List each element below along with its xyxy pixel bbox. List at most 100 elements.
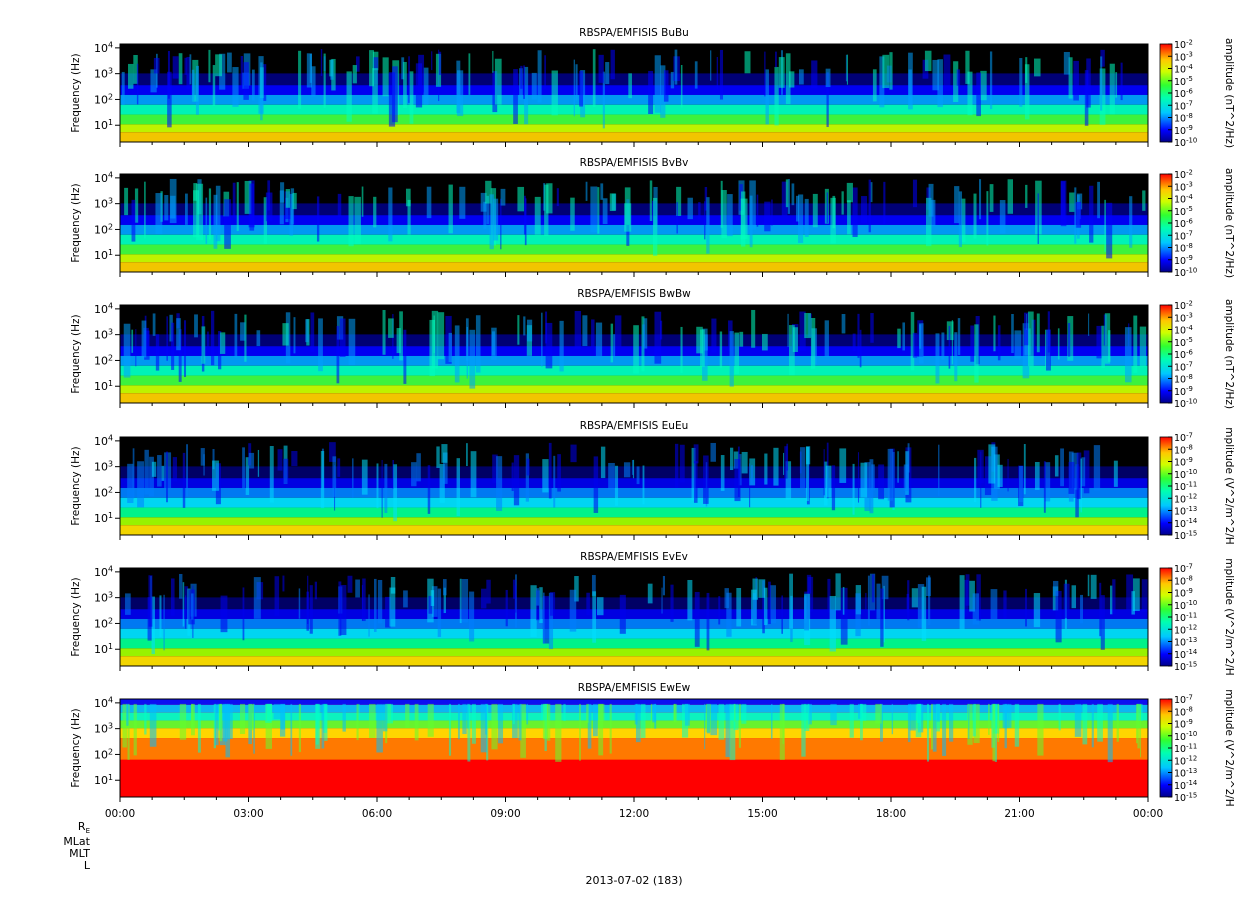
colorbar-tick-label: 10-15: [1174, 660, 1197, 673]
colorbar-tick-label: 10-14: [1174, 648, 1197, 661]
colorbar: 10-710-810-910-1010-1110-1210-1310-1410-…: [1159, 427, 1235, 545]
colorbar-tick-label: 10-11: [1174, 611, 1197, 624]
x-tick-label: 15:00: [747, 808, 777, 820]
colorbar-tick-label: 10-2: [1174, 299, 1193, 312]
spectrogram-image: [119, 567, 1149, 667]
colorbar-tick-label: 10-8: [1174, 706, 1193, 719]
colorbar-tick-label: 10-8: [1174, 444, 1193, 457]
spectrogram-panel-1: RBSPA/EMFISIS BuBu Frequency (Hz) 101 102 10…: [70, 27, 1235, 149]
y-tick-label: 102: [94, 353, 113, 367]
colorbar-label: amplitude (nT^2/Hz): [1223, 168, 1235, 278]
spectrogram-panel-3: RBSPA/EMFISIS BwBw Frequency (Hz) 101 102 10…: [70, 288, 1235, 410]
spectrogram-image: [119, 698, 1149, 798]
panel-title: RBSPA/EMFISIS BuBu: [579, 27, 689, 39]
colorbar-tick-label: 10-5: [1174, 336, 1193, 349]
y-tick-label: 101: [94, 118, 113, 132]
colorbar-tick-label: 10-5: [1174, 75, 1193, 88]
colorbar-label: mplitude (V^2/m^2/H: [1223, 427, 1235, 544]
panel-title: RBSPA/EMFISIS EwEw: [578, 682, 691, 694]
x-tick-label: 03:00: [233, 808, 263, 820]
y-tick-label: 103: [94, 66, 113, 80]
date-label: 2013-07-02 (183): [585, 874, 682, 887]
y-tick-label: 103: [94, 590, 113, 604]
x-tick-label: 21:00: [1004, 808, 1034, 820]
colorbar-tick-label: 10-4: [1174, 63, 1193, 76]
y-tick-label: 102: [94, 222, 113, 236]
y-tick-label: 102: [94, 747, 113, 761]
colorbar-tick-label: 10-8: [1174, 112, 1193, 125]
colorbar-label: amplitude (nT^2/Hz): [1223, 38, 1235, 148]
colorbar-tick-label: 10-13: [1174, 636, 1197, 649]
ephemeris-label-mlat: MLat: [63, 835, 90, 848]
x-tick-label: 00:00: [1133, 808, 1163, 820]
x-tick-label: 09:00: [490, 808, 520, 820]
spectrogram-panel-2: RBSPA/EMFISIS BvBv Frequency (Hz) 101 102 10…: [70, 157, 1235, 279]
colorbar-tick-label: 10-3: [1174, 181, 1193, 194]
colorbar-tick-label: 10-5: [1174, 205, 1193, 218]
ephemeris-label-mlt: MLT: [69, 847, 90, 860]
colorbar-tick-label: 10-7: [1174, 431, 1193, 444]
colorbar-tick-label: 10-4: [1174, 193, 1193, 206]
colorbar: 10-710-810-910-1010-1110-1210-1310-1410-…: [1159, 689, 1235, 807]
y-axis-label: Frequency (Hz): [70, 446, 82, 525]
colorbar-label: mplitude (V^2/m^2/H: [1223, 689, 1235, 806]
colorbar-tick-label: 10-10: [1174, 730, 1197, 743]
y-tick-label: 101: [94, 642, 113, 656]
ephemeris-label-l: L: [84, 859, 91, 872]
colorbar: 10-710-810-910-1010-1110-1210-1310-1410-…: [1159, 558, 1235, 676]
colorbar-tick-label: 10-10: [1174, 468, 1197, 481]
colorbar-tick-label: 10-12: [1174, 493, 1197, 506]
spectrogram-image: [119, 436, 1149, 536]
x-tick-label: 06:00: [362, 808, 392, 820]
colorbar-tick-label: 10-9: [1174, 456, 1193, 469]
colorbar-tick-label: 10-14: [1174, 779, 1197, 792]
y-tick-label: 103: [94, 721, 113, 735]
spectrogram-image: [119, 43, 1149, 143]
colorbar-tick-label: 10-14: [1174, 517, 1197, 530]
ephemeris-label-re: RE: [78, 820, 90, 835]
colorbar-tick-label: 10-6: [1174, 348, 1193, 361]
y-tick-label: 104: [94, 171, 113, 185]
panel-title: RBSPA/EMFISIS BvBv: [580, 157, 689, 169]
colorbar: 10-210-310-410-510-610-710-810-910-10 amp…: [1159, 168, 1235, 279]
colorbar-tick-label: 10-9: [1174, 124, 1193, 137]
colorbar-tick-label: 10-12: [1174, 624, 1197, 637]
y-tick-label: 104: [94, 696, 113, 710]
panel-title: RBSPA/EMFISIS EvEv: [580, 551, 688, 563]
y-tick-label: 104: [94, 41, 113, 55]
colorbar-tick-label: 10-3: [1174, 312, 1193, 325]
y-axis-label: Frequency (Hz): [70, 53, 82, 132]
colorbar-tick-label: 10-4: [1174, 324, 1193, 337]
colorbar-tick-label: 10-8: [1174, 373, 1193, 386]
colorbar-tick-label: 10-3: [1174, 51, 1193, 64]
colorbar-tick-label: 10-6: [1174, 87, 1193, 100]
y-axis-label: Frequency (Hz): [70, 708, 82, 787]
y-tick-label: 103: [94, 196, 113, 210]
y-axis-label: Frequency (Hz): [70, 577, 82, 656]
colorbar-tick-label: 10-11: [1174, 742, 1197, 755]
x-tick-label: 18:00: [876, 808, 906, 820]
colorbar-tick-label: 10-8: [1174, 242, 1193, 255]
colorbar-tick-label: 10-7: [1174, 230, 1193, 243]
colorbar-tick-label: 10-15: [1174, 791, 1197, 804]
colorbar-tick-label: 10-12: [1174, 755, 1197, 768]
colorbar-label: amplitude (nT^2/Hz): [1223, 299, 1235, 409]
panel-title: RBSPA/EMFISIS BwBw: [577, 288, 691, 300]
y-tick-label: 101: [94, 773, 113, 787]
spectrogram-image: [119, 173, 1149, 273]
colorbar: 10-210-310-410-510-610-710-810-910-10 amp…: [1159, 38, 1235, 149]
colorbar-tick-label: 10-7: [1174, 693, 1193, 706]
colorbar-tick-label: 10-7: [1174, 562, 1193, 575]
y-tick-label: 101: [94, 379, 113, 393]
y-tick-label: 104: [94, 434, 113, 448]
y-tick-label: 102: [94, 616, 113, 630]
colorbar-tick-label: 10-11: [1174, 480, 1197, 493]
spectrogram-image: [119, 304, 1149, 404]
y-tick-label: 103: [94, 459, 113, 473]
colorbar-tick-label: 10-10: [1174, 266, 1197, 279]
y-tick-label: 101: [94, 248, 113, 262]
colorbar-tick-label: 10-9: [1174, 718, 1193, 731]
colorbar-tick-label: 10-2: [1174, 38, 1193, 51]
y-tick-label: 101: [94, 511, 113, 525]
